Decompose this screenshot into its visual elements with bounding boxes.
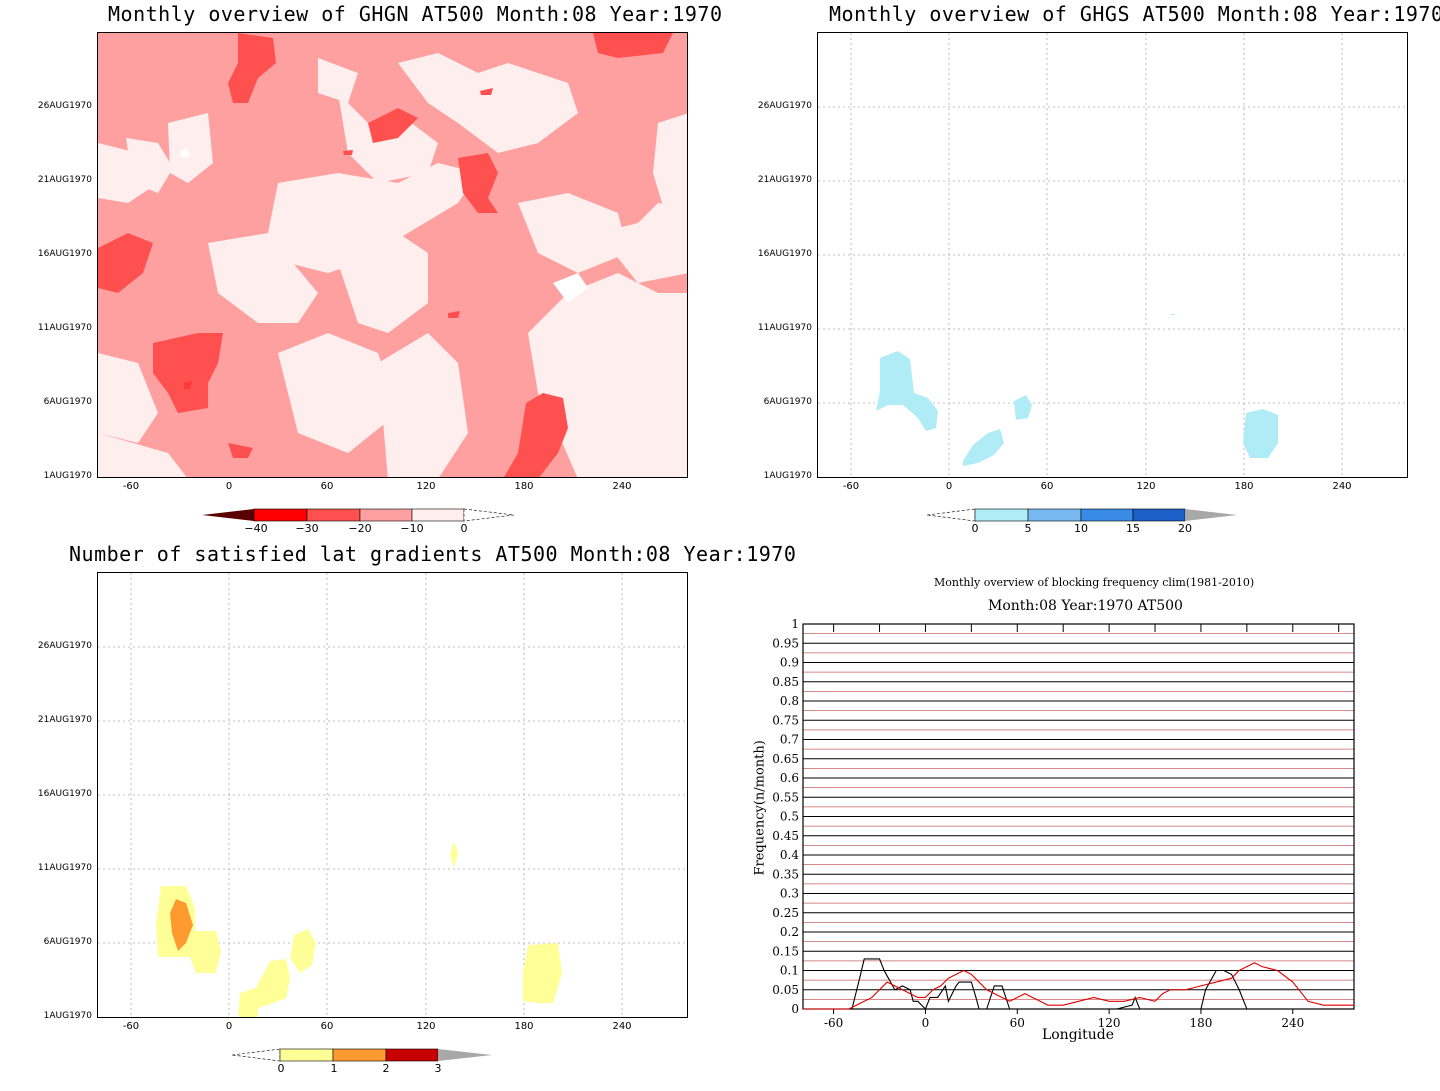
p3-xtick: 60 (320, 1021, 334, 1032)
p2-ytick: 1AUG1970 (763, 471, 812, 481)
panel4-subtitle: Month:08 Year:1970 AT500 (988, 598, 1183, 614)
p3-colorbar (231, 1048, 492, 1062)
p2-xtick: 180 (1234, 481, 1254, 492)
y-tick-label: 0.85 (772, 675, 799, 689)
p2-cbar-label: 0 (971, 522, 979, 535)
y-tick-label: 0.3 (780, 887, 799, 901)
p2-xtick: 120 (1136, 481, 1156, 492)
y-tick-label: 0.95 (772, 636, 799, 650)
y-tick-label: 0.5 (780, 810, 799, 824)
p1-xtick: -60 (122, 481, 140, 492)
p1-ytick: 1AUG1970 (43, 471, 92, 481)
p1-ytick: 11AUG1970 (37, 323, 92, 333)
p3-ytick: 21AUG1970 (37, 715, 92, 725)
p3-cbar-label: 1 (330, 1062, 338, 1075)
panel2-title: Monthly overview of GHGS AT500 Month:08 … (829, 2, 1440, 26)
p3-ytick: 26AUG1970 (37, 641, 92, 651)
y-tick-label: 0.65 (772, 752, 799, 766)
y-tick-label: 0 (791, 1002, 799, 1016)
panel2-field (818, 33, 1407, 477)
p3-ytick: 6AUG1970 (43, 937, 92, 947)
panel1-plot (97, 32, 688, 478)
y-tick-label: 0.35 (772, 867, 799, 881)
y-tick-label: 0.05 (772, 983, 799, 997)
p2-xtick: 60 (1040, 481, 1054, 492)
p2-xtick: 0 (945, 481, 953, 492)
p2-xtick: 240 (1332, 481, 1352, 492)
p2-cbar-label: 10 (1074, 522, 1088, 535)
panel1-field (98, 33, 687, 477)
x-tick-label: 0 (922, 1016, 930, 1030)
p2-ytick: 21AUG1970 (757, 175, 812, 185)
y-tick-label: 0.8 (780, 694, 799, 708)
y-tick-label: 0.25 (772, 906, 799, 920)
p3-cbar-label: 3 (434, 1062, 442, 1075)
y-tick-label: 0.4 (780, 848, 799, 862)
y-tick-label: 0.75 (772, 713, 799, 727)
p2-cbar-label: 20 (1178, 522, 1192, 535)
p3-ytick: 1AUG1970 (43, 1011, 92, 1021)
x-tick-label: 120 (1098, 1016, 1121, 1030)
x-tick-label: 60 (1010, 1016, 1025, 1030)
p1-xtick: 120 (416, 481, 436, 492)
p3-cbar-label: 2 (382, 1062, 390, 1075)
y-tick-label: 0.6 (780, 771, 799, 785)
p2-xtick: -60 (842, 481, 860, 492)
p1-cbar-label: 0 (460, 522, 468, 535)
p2-ytick: 26AUG1970 (757, 101, 812, 111)
y-tick-label: 0.9 (780, 656, 799, 670)
p3-xtick: -60 (122, 1021, 140, 1032)
x-tick-label: 240 (1281, 1016, 1304, 1030)
panel3-title: Number of satisfied lat gradients AT500 … (69, 542, 797, 566)
p2-ytick: 16AUG1970 (757, 249, 812, 259)
x-tick-label: -60 (824, 1016, 843, 1030)
p1-xtick: 0 (225, 481, 233, 492)
p2-colorbar (926, 508, 1237, 522)
panel4-xlabel: Longitude (1041, 1027, 1115, 1043)
panel3-plot (97, 572, 688, 1018)
panel3-field (98, 573, 687, 1017)
p2-ytick: 11AUG1970 (757, 323, 812, 333)
p1-xtick: 60 (320, 481, 334, 492)
p1-ytick: 6AUG1970 (43, 397, 92, 407)
p1-ytick: 26AUG1970 (37, 101, 92, 111)
panel4-title: Monthly overview of blocking frequency c… (934, 576, 1255, 589)
p1-ytick: 21AUG1970 (37, 175, 92, 185)
p3-xtick: 240 (612, 1021, 632, 1032)
p1-xtick: 180 (514, 481, 534, 492)
p3-ytick: 11AUG1970 (37, 863, 92, 873)
p1-cbar-label: −20 (348, 522, 372, 535)
p1-cbar-label: −30 (295, 522, 319, 535)
panel4-line-chart: 0 0.05 0.1 0.15 0.2 0.25 0.3 0.35 0.4 0.45 0.5 0.55… (772, 617, 1355, 1030)
panel2-plot (817, 32, 1408, 478)
panel1-title: Monthly overview of GHGN AT500 Month:08 … (108, 2, 723, 26)
y-tick-label: 0.7 (780, 733, 799, 747)
y-tick-label: 0.2 (780, 925, 799, 939)
y-tick-label: 0.15 (772, 944, 799, 958)
p1-cbar-label: −10 (400, 522, 424, 535)
p3-ytick: 16AUG1970 (37, 789, 92, 799)
p3-xtick: 0 (225, 1021, 233, 1032)
p1-colorbar (202, 508, 515, 522)
p2-cbar-label: 5 (1024, 522, 1032, 535)
p1-ytick: 16AUG1970 (37, 249, 92, 259)
p1-cbar-label: −40 (244, 522, 268, 535)
series-line-black (803, 958, 1347, 1010)
y-tick-label: 0.45 (772, 829, 799, 843)
p2-ytick: 6AUG1970 (763, 397, 812, 407)
p1-xtick: 240 (612, 481, 632, 492)
x-tick-label: 180 (1189, 1016, 1212, 1030)
p2-cbar-label: 15 (1126, 522, 1140, 535)
series-line-red (803, 962, 1354, 1010)
y-tick-label: 0.55 (772, 790, 799, 804)
p3-cbar-label: 0 (277, 1062, 285, 1075)
p3-xtick: 180 (514, 1021, 534, 1032)
p3-xtick: 120 (416, 1021, 436, 1032)
y-tick-label: 1 (791, 617, 799, 631)
y-tick-label: 0.1 (780, 964, 799, 978)
